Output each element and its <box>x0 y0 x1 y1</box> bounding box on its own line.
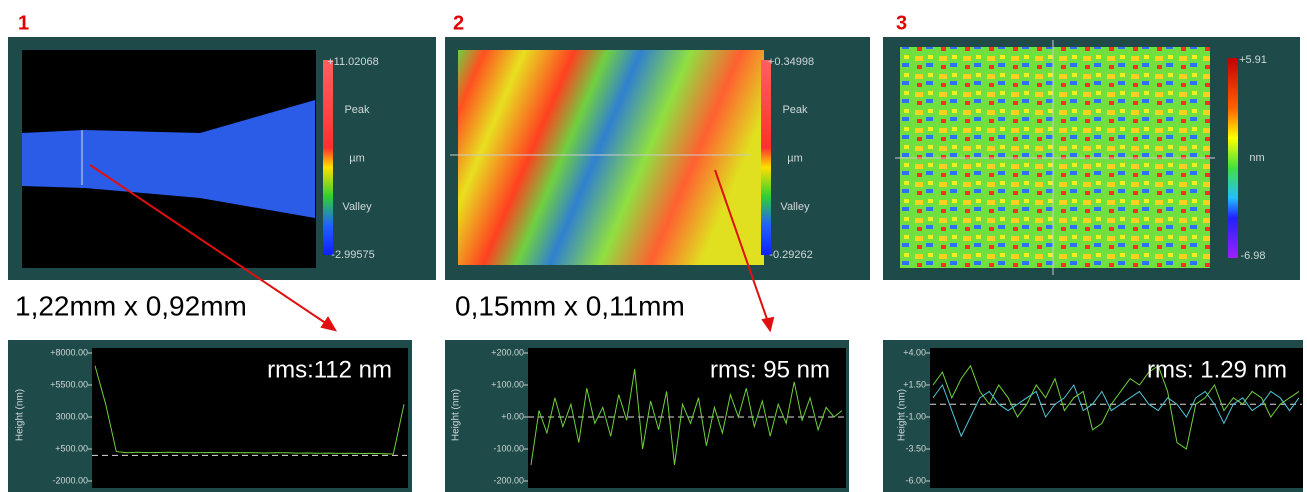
plot-area <box>528 348 846 488</box>
rms-annotation: rms: 1.29 nm <box>1147 356 1287 383</box>
y-axis-label: Height (nm) <box>451 389 462 441</box>
arrowhead <box>320 316 338 332</box>
panel-number: 2 <box>453 12 464 34</box>
y-axis-label: Height (nm) <box>15 389 26 441</box>
image-size: 0,15mm x 0,11mm <box>455 290 685 321</box>
scale-unit: µm <box>787 152 803 164</box>
y-tick-label: +5500.00 <box>50 379 88 389</box>
panel-number: 3 <box>896 12 907 34</box>
y-tick-label: 3000.00 <box>55 411 88 421</box>
scale-valley: Valley <box>342 201 372 213</box>
scale-min: -2.99575 <box>331 249 374 261</box>
scale-min: -0.29262 <box>769 249 812 261</box>
y-tick-label: +500.00 <box>55 443 88 453</box>
scale-unit: nm <box>1249 152 1264 164</box>
profile-line <box>530 368 843 466</box>
y-tick-label: +8000.00 <box>50 347 88 357</box>
scale-min: -6.98 <box>1240 250 1265 262</box>
color-bar <box>1228 58 1238 258</box>
rms-annotation: rms: 95 nm <box>710 356 830 383</box>
surface-map <box>22 100 315 218</box>
y-tick-label: +4.00 <box>903 347 926 357</box>
scale-peak: Peak <box>782 104 808 116</box>
profile-line <box>94 365 405 455</box>
scale-max: +11.02068 <box>327 56 379 68</box>
y-tick-label: +200.00 <box>491 347 524 357</box>
plot-area <box>930 348 1303 488</box>
scale-max: +5.91 <box>1239 54 1267 66</box>
arrow <box>89 164 331 327</box>
arrow <box>714 169 769 323</box>
y-tick-label: -3.50 <box>905 443 926 453</box>
y-tick-label: -2000.00 <box>52 475 88 485</box>
color-bar <box>761 60 771 255</box>
y-tick-label: +100.00 <box>491 379 524 389</box>
y-tick-label: -100.00 <box>493 443 524 453</box>
scale-peak: Peak <box>344 104 370 116</box>
arrowhead <box>761 316 775 333</box>
image-size: 1,22mm x 0,92mm <box>15 290 247 321</box>
scale-valley: Valley <box>780 201 810 213</box>
y-tick-label: +0.00 <box>501 411 524 421</box>
y-tick-label: -1.00 <box>905 411 926 421</box>
y-axis-label: Height (nm) <box>897 389 908 441</box>
scale-max: +0.34998 <box>768 56 814 68</box>
color-bar <box>323 60 333 255</box>
profile-line <box>932 383 1300 438</box>
y-tick-label: -6.00 <box>905 475 926 485</box>
plot-area <box>92 348 408 488</box>
y-tick-label: -200.00 <box>493 475 524 485</box>
y-tick-label: +1.50 <box>903 379 926 389</box>
panel-number: 1 <box>18 12 29 34</box>
rms-annotation: rms:112 nm <box>267 356 392 383</box>
scale-unit: µm <box>349 152 365 164</box>
surface-map <box>458 50 764 265</box>
